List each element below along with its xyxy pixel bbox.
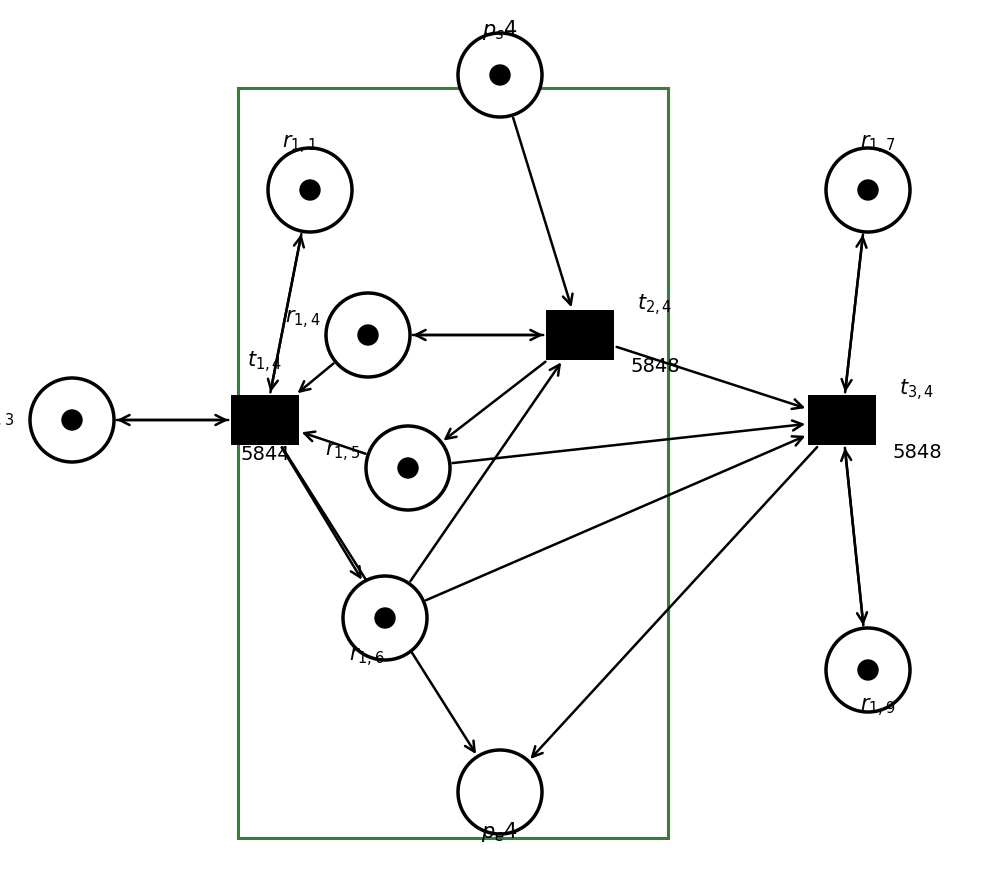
Circle shape xyxy=(300,180,320,200)
Circle shape xyxy=(826,628,910,712)
Text: $\it{r_{1,7}}$: $\it{r_{1,7}}$ xyxy=(860,134,896,156)
Bar xyxy=(546,310,614,360)
Text: 5848: 5848 xyxy=(892,443,942,462)
Text: 5844: 5844 xyxy=(240,446,290,464)
Circle shape xyxy=(326,293,410,377)
Circle shape xyxy=(375,608,395,628)
Text: $\it{r_{1,3}}$: $\it{r_{1,3}}$ xyxy=(0,409,15,431)
Bar xyxy=(231,395,299,445)
Circle shape xyxy=(398,458,418,478)
Text: 5848: 5848 xyxy=(630,357,680,377)
Circle shape xyxy=(343,576,427,660)
Bar xyxy=(808,395,876,445)
Text: $\it{p_e4}$: $\it{p_e4}$ xyxy=(481,820,519,844)
Text: $\it{t_{2,4}}$: $\it{t_{2,4}}$ xyxy=(637,292,673,318)
Text: $\it{r_{1,9}}$: $\it{r_{1,9}}$ xyxy=(860,697,896,719)
Circle shape xyxy=(458,750,542,834)
Text: $\it{t_{3,4}}$: $\it{t_{3,4}}$ xyxy=(899,378,935,403)
Circle shape xyxy=(358,325,378,345)
Circle shape xyxy=(268,148,352,232)
Text: $\it{t_{1,4}}$: $\it{t_{1,4}}$ xyxy=(247,349,283,374)
Circle shape xyxy=(458,33,542,117)
Circle shape xyxy=(858,180,878,200)
Circle shape xyxy=(826,148,910,232)
Circle shape xyxy=(30,378,114,462)
Text: $\it{r_{1,4}}$: $\it{r_{1,4}}$ xyxy=(285,309,321,331)
Bar xyxy=(238,88,668,838)
Circle shape xyxy=(490,65,510,85)
Circle shape xyxy=(366,426,450,510)
Circle shape xyxy=(858,660,878,680)
Text: $\it{r_{1,6}}$: $\it{r_{1,6}}$ xyxy=(349,647,385,669)
Text: $\it{r_{1,5}}$: $\it{r_{1,5}}$ xyxy=(325,442,361,464)
Circle shape xyxy=(62,410,82,430)
Text: $\it{r_{1,1}}$: $\it{r_{1,1}}$ xyxy=(282,134,318,156)
Text: $\it{p_s4}$: $\it{p_s4}$ xyxy=(482,18,518,42)
